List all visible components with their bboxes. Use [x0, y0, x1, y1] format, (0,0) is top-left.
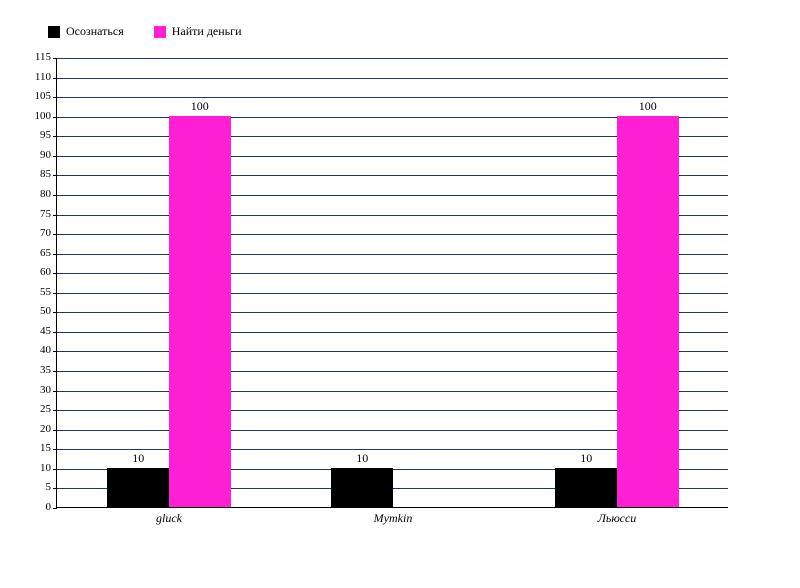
bar: 100: [617, 116, 679, 507]
ytick-label: 85: [40, 168, 57, 180]
ytick-label: 80: [40, 188, 57, 200]
ytick-label: 30: [40, 384, 57, 396]
legend-swatch: [154, 26, 166, 38]
ytick-label: 105: [35, 90, 58, 102]
chart-canvas: ОсознатьсяНайти деньги 05101520253035404…: [0, 0, 800, 588]
legend-label: Найти деньги: [172, 24, 242, 39]
legend: Осознаться Найти деньги: [48, 24, 241, 39]
ytick-label: 65: [40, 247, 57, 259]
ytick-label: 90: [40, 149, 57, 161]
ytick-label: 50: [40, 305, 57, 317]
x-category-label: Льюсси: [598, 511, 637, 526]
x-category-label: gluck: [156, 511, 182, 526]
gridline: [57, 97, 728, 98]
ytick-label: 25: [40, 403, 57, 415]
legend-swatch: [48, 26, 60, 38]
ytick-label: 100: [35, 110, 58, 122]
ytick-label: 15: [40, 442, 57, 454]
ytick-label: 45: [40, 325, 57, 337]
bar-value-label: 100: [639, 99, 657, 114]
ytick-label: 75: [40, 208, 57, 220]
bar-value-label: 10: [132, 451, 144, 466]
bar-value-label: 10: [356, 451, 368, 466]
ytick-label: 70: [40, 227, 57, 239]
legend-label: Осознаться: [66, 24, 124, 39]
bar: 10: [107, 468, 169, 507]
ytick-label: 5: [46, 481, 58, 493]
gridline: [57, 78, 728, 79]
ytick-label: 35: [40, 364, 57, 376]
x-category-label: Mymkin: [374, 511, 413, 526]
plot-area: 0510152025303540455055606570758085909510…: [56, 58, 728, 508]
gridline: [57, 58, 728, 59]
ytick-label: 115: [35, 51, 57, 63]
ytick-label: 95: [40, 129, 57, 141]
ytick-label: 40: [40, 344, 57, 356]
ytick-label: 60: [40, 266, 57, 278]
legend-item: Найти деньги: [154, 24, 242, 39]
ytick-label: 10: [40, 462, 57, 474]
ytick-label: 55: [40, 286, 57, 298]
ytick-label: 0: [46, 501, 58, 513]
legend-item: Осознаться: [48, 24, 124, 39]
bar: 10: [555, 468, 617, 507]
bar-value-label: 10: [580, 451, 592, 466]
bar: 100: [169, 116, 231, 507]
ytick-label: 110: [35, 71, 57, 83]
bar: 10: [331, 468, 393, 507]
ytick-label: 20: [40, 423, 57, 435]
bar-value-label: 100: [191, 99, 209, 114]
